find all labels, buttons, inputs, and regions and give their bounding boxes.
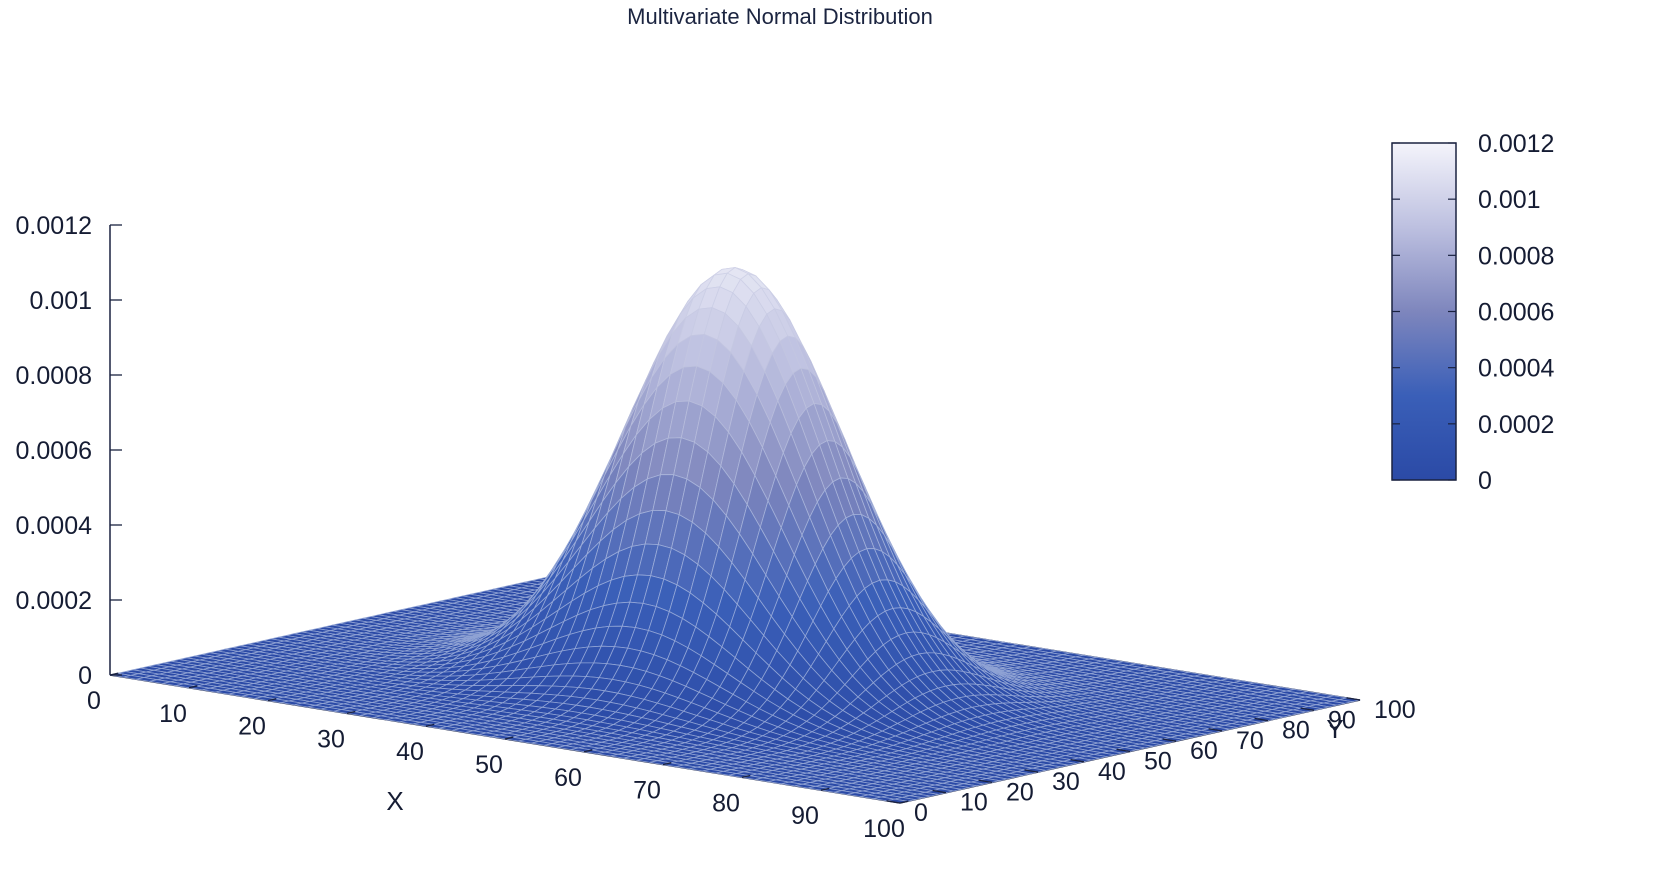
x-tick bbox=[583, 749, 593, 753]
y-tick bbox=[1162, 738, 1177, 742]
x-tick-label: 60 bbox=[554, 764, 582, 792]
y-tick-label: 50 bbox=[1144, 748, 1172, 776]
colorbar-tick-label: 0.0006 bbox=[1478, 299, 1554, 327]
y-tick-label: 40 bbox=[1098, 758, 1126, 786]
y-axis-label: Y bbox=[1326, 714, 1343, 744]
z-tick-label: 0.0006 bbox=[16, 437, 92, 465]
x-tick-label: 90 bbox=[791, 802, 819, 830]
z-tick-label: 0.0012 bbox=[16, 212, 92, 240]
y-tick bbox=[978, 779, 993, 784]
z-tick-label: 0.001 bbox=[29, 287, 92, 315]
x-tick-label: 30 bbox=[317, 725, 345, 753]
y-tick bbox=[1346, 697, 1361, 701]
x-tick bbox=[741, 774, 751, 779]
y-tick-label: 10 bbox=[960, 789, 988, 817]
y-tick-label: 20 bbox=[1006, 778, 1034, 806]
colorbar-tick-label: 0.0002 bbox=[1478, 411, 1554, 439]
x-tick bbox=[504, 736, 514, 740]
x-tick-label: 0 bbox=[87, 687, 101, 715]
x-tick-label: 70 bbox=[633, 777, 661, 805]
colorbar-tick-label: 0 bbox=[1478, 467, 1492, 495]
x-tick-label: 20 bbox=[238, 713, 266, 741]
y-tick-label: 100 bbox=[1374, 696, 1416, 724]
x-tick bbox=[109, 672, 119, 676]
y-tick bbox=[932, 789, 947, 794]
x-tick bbox=[820, 787, 830, 791]
z-tick-label: 0.0002 bbox=[16, 587, 92, 615]
y-tick bbox=[1254, 717, 1269, 722]
x-tick-label: 50 bbox=[475, 751, 503, 779]
x-axis-label: X bbox=[386, 786, 403, 816]
x-tick bbox=[346, 710, 356, 715]
y-tick-label: 90 bbox=[1328, 706, 1356, 734]
x-tick bbox=[188, 685, 198, 689]
x-tick bbox=[662, 762, 672, 766]
y-tick bbox=[1300, 707, 1315, 711]
z-tick-label: 0.0008 bbox=[16, 362, 92, 390]
colorbar-tick-label: 0.001 bbox=[1478, 186, 1541, 214]
x-tick-label: 80 bbox=[712, 789, 740, 817]
colorbar-tick-label: 0.0012 bbox=[1478, 130, 1554, 158]
y-tick-label: 60 bbox=[1190, 737, 1218, 765]
x-tick-label: 100 bbox=[863, 815, 905, 843]
y-tick bbox=[1024, 769, 1039, 773]
x-tick bbox=[267, 698, 277, 702]
z-tick-label: 0.0004 bbox=[16, 512, 93, 540]
x-tick-label: 40 bbox=[396, 738, 424, 766]
y-tick-label: 0 bbox=[914, 799, 928, 827]
y-tick bbox=[886, 800, 901, 804]
surface-layer bbox=[109, 267, 1361, 804]
colorbar-tick-label: 0.0004 bbox=[1478, 355, 1555, 383]
y-tick-label: 80 bbox=[1282, 717, 1310, 745]
colorbar bbox=[1391, 142, 1457, 481]
y-tick bbox=[1116, 748, 1131, 753]
x-tick-label: 10 bbox=[159, 700, 187, 728]
y-tick bbox=[1070, 758, 1085, 763]
chart-title: Multivariate Normal Distribution bbox=[627, 4, 933, 29]
colorbar-tick-label: 0.0008 bbox=[1478, 242, 1554, 270]
x-tick bbox=[899, 800, 909, 804]
y-tick-label: 70 bbox=[1236, 727, 1264, 755]
ticks-layer: 0 0.0002 0.0004 0.0006 0.0008 0.001 0.0012 0 10 2… bbox=[16, 212, 1416, 843]
colorbar-layer: 0 0.0002 0.0004 0.0006 0.0008 0.001 0.0012 bbox=[1391, 130, 1555, 495]
x-tick bbox=[425, 723, 435, 727]
y-tick-label: 30 bbox=[1052, 768, 1080, 796]
z-tick-label: 0 bbox=[78, 662, 92, 690]
y-tick bbox=[1208, 728, 1223, 732]
